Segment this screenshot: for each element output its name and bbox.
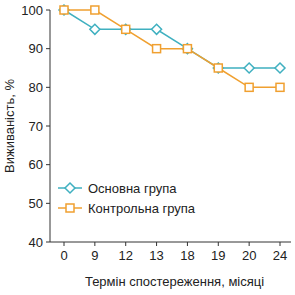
series-line bbox=[64, 10, 280, 68]
series-marker bbox=[276, 83, 284, 91]
series-marker bbox=[183, 45, 191, 53]
legend-marker bbox=[66, 204, 74, 212]
y-tick-label: 90 bbox=[29, 41, 43, 56]
x-tick-label: 18 bbox=[180, 248, 194, 263]
series-marker bbox=[59, 5, 69, 15]
series-marker bbox=[182, 44, 192, 54]
y-tick bbox=[46, 203, 50, 204]
x-tick bbox=[64, 242, 65, 246]
x-tick bbox=[249, 242, 250, 246]
series-marker bbox=[121, 24, 131, 34]
series-marker bbox=[152, 24, 162, 34]
x-tick-label: 19 bbox=[211, 248, 225, 263]
x-tick-label: 20 bbox=[242, 248, 256, 263]
legend: Основна група Контрольна група bbox=[58, 181, 196, 216]
x-tick-label: 13 bbox=[149, 248, 163, 263]
series-marker bbox=[122, 25, 130, 33]
series-marker bbox=[91, 6, 99, 14]
x-tick-label: 12 bbox=[118, 248, 132, 263]
y-tick bbox=[46, 48, 50, 49]
x-tick-label: 0 bbox=[60, 248, 67, 263]
y-tick-label: 100 bbox=[21, 3, 43, 18]
series-marker bbox=[153, 45, 161, 53]
plot-area bbox=[59, 5, 285, 91]
x-tick bbox=[280, 242, 281, 246]
x-tick bbox=[156, 242, 157, 246]
x-tick-label: 24 bbox=[273, 248, 287, 263]
y-tick-label: 60 bbox=[29, 157, 43, 172]
y-tick-label: 80 bbox=[29, 80, 43, 95]
y-tick bbox=[46, 10, 50, 11]
y-tick-label: 40 bbox=[29, 235, 43, 250]
y-tick bbox=[46, 126, 50, 127]
x-axis-label: Термін спостереження, місяці bbox=[85, 274, 264, 289]
x-tick-label: 9 bbox=[91, 248, 98, 263]
series-marker bbox=[60, 6, 68, 14]
series-marker bbox=[245, 83, 253, 91]
x-tick bbox=[187, 242, 188, 246]
y-axis-label: Виживаність, % bbox=[2, 79, 17, 173]
y-tick bbox=[46, 242, 50, 243]
y-tick-label: 70 bbox=[29, 119, 43, 134]
legend-label: Основна група bbox=[88, 181, 177, 196]
series-line bbox=[64, 10, 280, 87]
legend-marker bbox=[65, 183, 75, 193]
legend-label: Контрольна група bbox=[88, 201, 196, 216]
y-tick-label: 50 bbox=[29, 196, 43, 211]
series-marker bbox=[214, 64, 222, 72]
x-tick bbox=[218, 242, 219, 246]
series-marker bbox=[90, 24, 100, 34]
y-tick bbox=[46, 164, 50, 165]
series-marker bbox=[244, 63, 254, 73]
chart-svg: 40 50 60 70 80 90 100 0 9 12 13 18 19 20 24 Термін спос… bbox=[0, 0, 295, 295]
y-tick bbox=[46, 87, 50, 88]
series-marker bbox=[213, 63, 223, 73]
x-axis bbox=[50, 242, 291, 243]
x-tick bbox=[125, 242, 126, 246]
series-marker bbox=[275, 63, 285, 73]
x-tick bbox=[94, 242, 95, 246]
chart-container: 40 50 60 70 80 90 100 0 9 12 13 18 19 20 24 Термін спос… bbox=[0, 0, 295, 295]
